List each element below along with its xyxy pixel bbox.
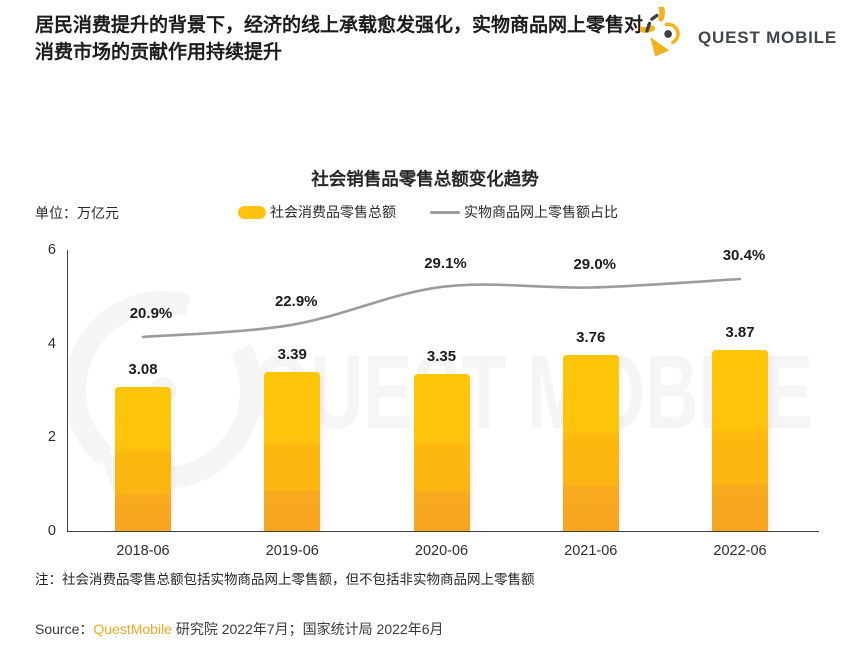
chart-title: 社会销售品零售总额变化趋势 — [311, 169, 539, 189]
x-axis-label: 2020-06 — [414, 543, 469, 559]
questmobile-logo-text: QUEST MOBILE — [698, 28, 837, 47]
legend-item-line: 实物商品网上零售额占比 — [430, 202, 618, 222]
bar-2021-06 — [562, 355, 619, 531]
source-brand: QuestMobile — [93, 621, 172, 637]
line-point-label: 29.0% — [573, 255, 617, 273]
line-point-label: 20.9% — [129, 305, 173, 322]
y-axis-tick-label: 6 — [47, 242, 56, 258]
bar-2022-06 — [712, 350, 768, 531]
bar-legend-swatch — [238, 205, 266, 219]
bar-value-label: 3.76 — [576, 329, 606, 346]
bar-value-label: 3.08 — [128, 361, 158, 378]
bar-2018-06 — [115, 387, 171, 531]
line-point-label: 22.9% — [274, 292, 318, 310]
x-axis-label: 2021-06 — [564, 543, 618, 559]
bar-2019-06 — [264, 372, 321, 531]
y-axis-tick-label: 2 — [47, 429, 56, 446]
y-axis-tick-label: 4 — [47, 335, 56, 352]
x-axis-label: 2018-06 — [116, 543, 170, 559]
source-label: Source： — [35, 621, 94, 637]
bar-2020-06 — [413, 374, 470, 531]
source-detail: 研究院 2022年7月；国家统计局 2022年6月 — [171, 621, 444, 637]
page-title: 居民消费提升的背景下，经济的线上承载愈发强化，实物商品网上零售对消费市场的贡献作… — [35, 15, 644, 63]
source-line: Source：QuestMobile 研究院 2022年7月；国家统计局 202… — [35, 619, 443, 639]
footnote: 注：社会消费品零售总额包括实物商品网上零售额，但不包括非实物商品网上零售额 — [35, 572, 535, 587]
unit-label: 单位：万亿元 — [35, 205, 119, 221]
line-legend-label: 实物商品网上零售额占比 — [464, 204, 618, 220]
line-point-label: 29.1% — [424, 254, 467, 272]
bar-value-label: 3.39 — [277, 346, 307, 363]
x-axis-label: 2019-06 — [265, 543, 319, 559]
questmobile-logo-icon — [640, 7, 680, 57]
line-legend-swatch — [430, 210, 460, 214]
legend: 社会消费品零售总额 实物商品网上零售额占比 — [238, 202, 618, 222]
bar-value-label: 3.87 — [725, 324, 755, 341]
y-axis-tick-label: 0 — [47, 523, 56, 539]
bar-value-label: 3.35 — [426, 348, 457, 365]
line-point-label: 30.4% — [722, 247, 766, 264]
bar-legend-label: 社会消费品零售总额 — [270, 204, 396, 220]
plot-area: QUEST MOBILE 3.08 2018-06 3.39 2019-06 3.35 2… — [67, 247, 819, 559]
x-axis-label: 2022-06 — [713, 543, 767, 559]
legend-item-bar: 社会消费品零售总额 — [238, 202, 396, 222]
